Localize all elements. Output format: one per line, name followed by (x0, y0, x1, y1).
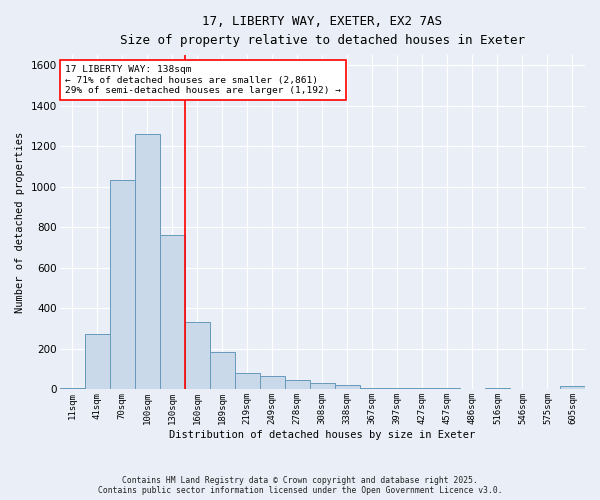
Bar (285, 380, 310, 390)
Bar (310, 383, 335, 390)
Bar (560, 386, 585, 390)
Y-axis label: Number of detached properties: Number of detached properties (15, 132, 25, 313)
Text: 17 LIBERTY WAY: 138sqm
← 71% of detached houses are smaller (2,861)
29% of semi-: 17 LIBERTY WAY: 138sqm ← 71% of detached… (65, 65, 341, 95)
Title: 17, LIBERTY WAY, EXETER, EX2 7AS
Size of property relative to detached houses in: 17, LIBERTY WAY, EXETER, EX2 7AS Size of… (120, 15, 525, 47)
Bar (110, 180, 134, 390)
Bar (410, 388, 435, 390)
Bar (335, 385, 360, 390)
Bar (134, 134, 160, 390)
Bar (85, 334, 110, 390)
Bar (485, 388, 510, 390)
Bar (260, 376, 285, 390)
Text: Contains HM Land Registry data © Crown copyright and database right 2025.
Contai: Contains HM Land Registry data © Crown c… (98, 476, 502, 495)
Bar (185, 322, 210, 390)
Bar (59, 388, 85, 390)
Bar (160, 236, 185, 390)
Bar (235, 373, 260, 390)
Bar (385, 388, 410, 390)
Bar (360, 388, 385, 390)
Bar (435, 388, 460, 390)
Bar (210, 352, 235, 390)
X-axis label: Distribution of detached houses by size in Exeter: Distribution of detached houses by size … (169, 430, 475, 440)
